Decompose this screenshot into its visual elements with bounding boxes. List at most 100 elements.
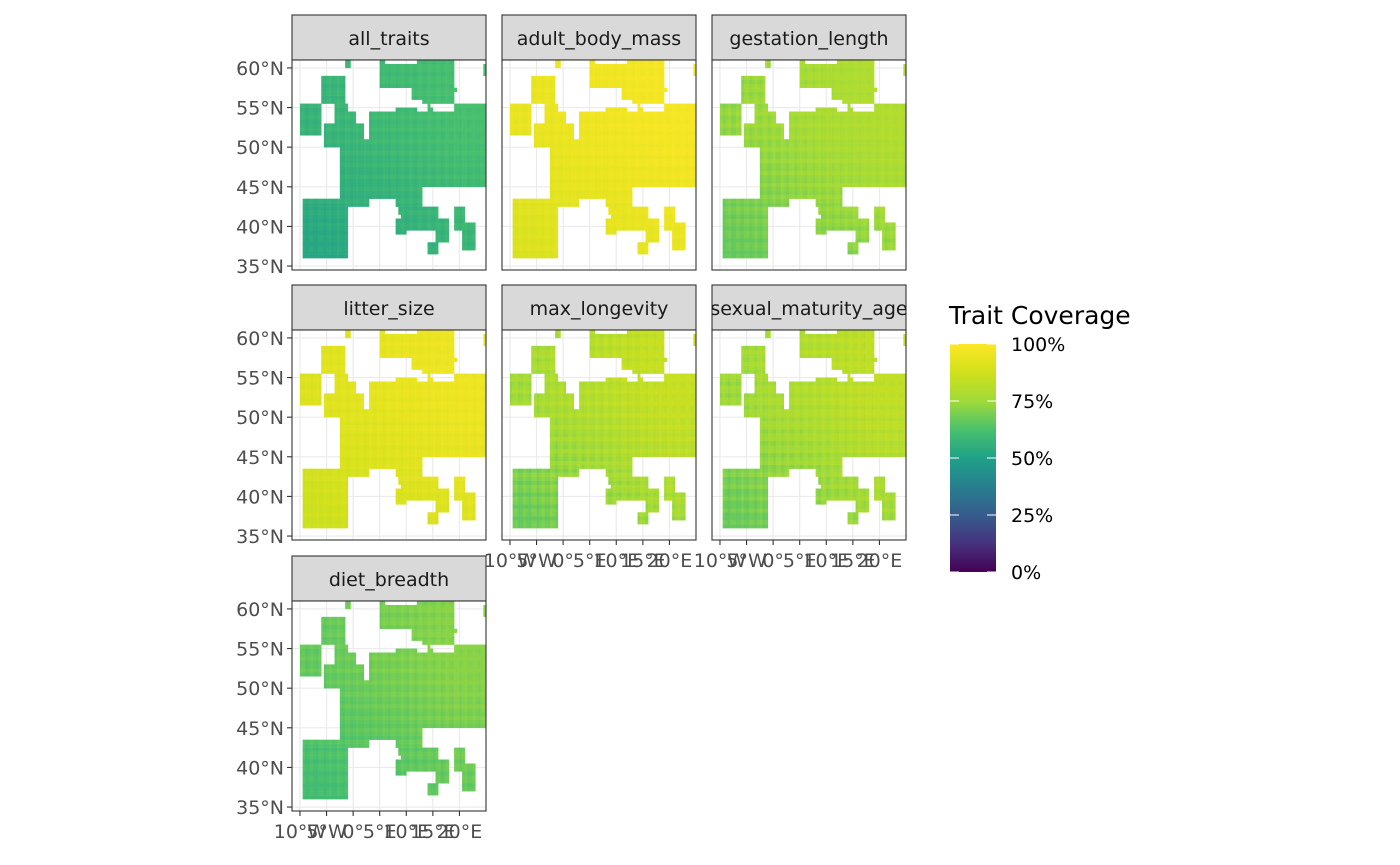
raster-cell (645, 182, 649, 188)
raster-cell (539, 210, 543, 215)
raster-cell (430, 143, 434, 148)
raster-cell (783, 147, 787, 152)
raster-cell (337, 254, 341, 259)
raster-cell (310, 210, 314, 215)
raster-cell (379, 60, 383, 65)
raster-cell (478, 131, 481, 136)
raster-cell (751, 210, 755, 215)
raster-cell (765, 230, 769, 235)
raster-cell (632, 214, 636, 219)
raster-cell (424, 226, 428, 231)
raster-cell (467, 155, 471, 160)
raster-cell (759, 127, 763, 132)
raster-cell (624, 198, 628, 203)
raster-cell (656, 174, 660, 180)
raster-cell (369, 163, 372, 168)
raster-cell (302, 123, 306, 128)
raster-cell (539, 139, 543, 144)
raster-cell (379, 194, 383, 199)
raster-cell (416, 166, 420, 172)
raster-cell (315, 202, 319, 207)
raster-cell (735, 198, 739, 203)
raster-cell (725, 131, 729, 136)
raster-cell (478, 147, 481, 152)
raster-cell (547, 135, 551, 140)
raster-cell (589, 60, 593, 65)
raster-cell (403, 151, 407, 156)
raster-cell (765, 151, 769, 156)
raster-cell (743, 214, 747, 219)
raster-cell (334, 103, 338, 108)
raster-cell (353, 131, 357, 136)
raster-cell (584, 143, 588, 148)
raster-cell (624, 151, 628, 156)
raster-cell (595, 155, 598, 160)
raster-cell (528, 127, 532, 132)
raster-cell (682, 155, 686, 160)
raster-cell (414, 63, 418, 69)
raster-cell (789, 166, 792, 172)
raster-cell (390, 135, 394, 140)
raster-cell (533, 83, 537, 88)
raster-cell (762, 151, 766, 156)
raster-cell (781, 147, 785, 152)
raster-cell (400, 155, 404, 160)
raster-cell (746, 143, 750, 148)
raster-cell (778, 174, 782, 180)
raster-cell (342, 131, 346, 136)
raster-cell (531, 83, 535, 88)
raster-cell (416, 119, 420, 124)
raster-cell (371, 166, 375, 172)
raster-cell (339, 226, 343, 231)
raster-cell (579, 163, 582, 168)
raster-cell (597, 159, 601, 164)
raster-cell (789, 111, 792, 116)
raster-cell (443, 79, 447, 85)
raster-cell (422, 63, 426, 69)
raster-cell (424, 131, 428, 136)
raster-cell (802, 190, 806, 195)
raster-cell (661, 79, 665, 85)
raster-cell (557, 155, 561, 160)
raster-cell (371, 115, 375, 120)
raster-cell (528, 226, 532, 231)
raster-cell (342, 159, 346, 164)
raster-cell (547, 91, 551, 96)
raster-cell (470, 147, 473, 152)
raster-cell (448, 166, 452, 172)
raster-cell (310, 119, 314, 124)
raster-cell (440, 218, 444, 223)
raster-cell (363, 194, 367, 199)
raster-cell (443, 139, 447, 144)
raster-cell (759, 159, 763, 164)
raster-cell (613, 151, 617, 156)
raster-cell (637, 111, 641, 116)
raster-cell (738, 250, 742, 255)
raster-cell (422, 139, 426, 144)
raster-cell (353, 123, 357, 128)
raster-cell (765, 131, 769, 136)
raster-cell (432, 218, 436, 223)
raster-cell (613, 83, 617, 88)
raster-cell (520, 115, 524, 120)
raster-cell (411, 71, 415, 77)
raster-cell (541, 91, 545, 96)
raster-cell (624, 147, 628, 152)
raster-cell (509, 131, 513, 136)
raster-cell (738, 127, 742, 132)
raster-cell (438, 60, 442, 65)
raster-cell (400, 111, 404, 116)
raster-cell (377, 151, 380, 156)
raster-cell (770, 159, 774, 164)
raster-cell (528, 234, 532, 239)
raster-cell (645, 226, 649, 231)
raster-cell (690, 163, 694, 168)
raster-cell (765, 107, 769, 112)
raster-cell (345, 226, 349, 231)
raster-cell (563, 202, 567, 207)
raster-cell (584, 163, 588, 168)
raster-cell (618, 139, 622, 144)
raster-cell (637, 131, 641, 136)
raster-cell (422, 147, 426, 152)
raster-cell (539, 75, 543, 81)
